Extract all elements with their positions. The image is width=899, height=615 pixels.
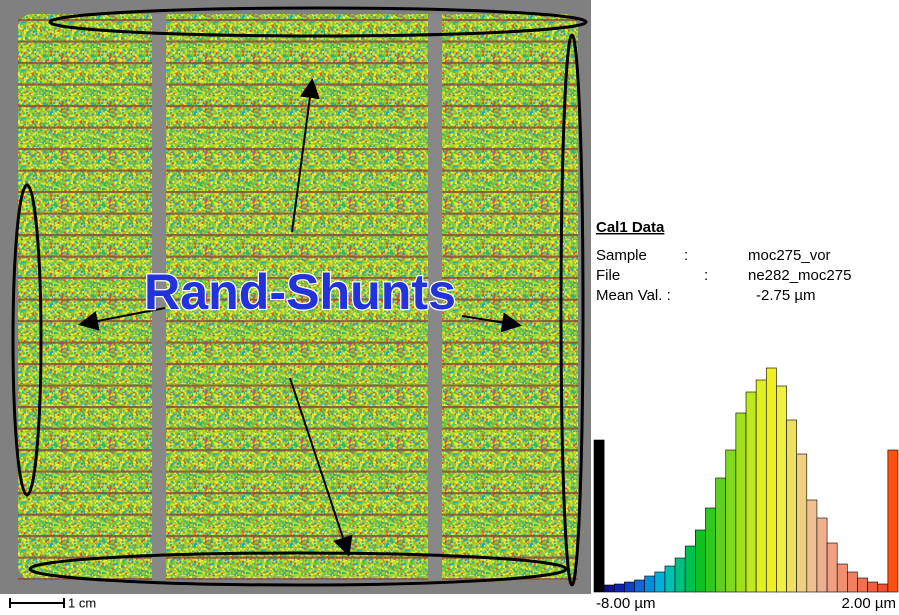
- bar: [725, 449, 737, 593]
- bar: [634, 579, 645, 593]
- bar: [745, 391, 757, 593]
- info-value: ne282_moc275: [748, 267, 851, 284]
- bar: [786, 419, 797, 593]
- bar: [806, 499, 818, 593]
- bar: [735, 412, 747, 593]
- cell-map: Rand-Shunts: [0, 0, 591, 594]
- x-tick-label: -8.00 µm: [596, 595, 656, 612]
- bar: [755, 379, 767, 593]
- bar: [674, 557, 686, 593]
- bar: [847, 571, 858, 593]
- bar: [867, 581, 879, 593]
- bar: [796, 453, 808, 593]
- bar: [765, 367, 777, 593]
- bar: [613, 583, 625, 593]
- bar: [593, 439, 605, 593]
- info-sep: :: [684, 247, 688, 264]
- bar: [715, 477, 727, 593]
- scale-label: 1 cm: [68, 595, 96, 610]
- bar: [644, 575, 656, 593]
- annotation: Rand-Shunts: [144, 264, 456, 320]
- bar: [816, 517, 828, 593]
- info-title: Cal1 Data: [596, 219, 665, 236]
- bar: [664, 565, 676, 593]
- info-panel: Cal1 Data Sample : moc275_vor File : ne2…: [596, 219, 851, 304]
- bar: [684, 545, 696, 593]
- bar: [877, 583, 889, 593]
- bar: [857, 577, 868, 593]
- bar: [776, 385, 787, 593]
- bar: [836, 563, 848, 593]
- bar: [603, 584, 615, 593]
- info-value: moc275_vor: [748, 247, 831, 264]
- info-sep: :: [704, 267, 708, 284]
- info-value: -2.75 µm: [756, 287, 816, 304]
- info-label: Mean Val. :: [596, 287, 671, 304]
- scale-bar: 1 cm: [9, 595, 96, 610]
- bar: [705, 507, 716, 593]
- bar: [887, 449, 899, 593]
- bar: [695, 529, 706, 593]
- info-label: File: [596, 267, 620, 284]
- histogram: -8.00 µm 2.00 µm: [593, 367, 899, 612]
- bar: [654, 571, 666, 593]
- x-tick-label: 2.00 µm: [842, 595, 897, 612]
- bar: [624, 581, 635, 593]
- info-label: Sample: [596, 247, 647, 264]
- bar: [826, 542, 838, 593]
